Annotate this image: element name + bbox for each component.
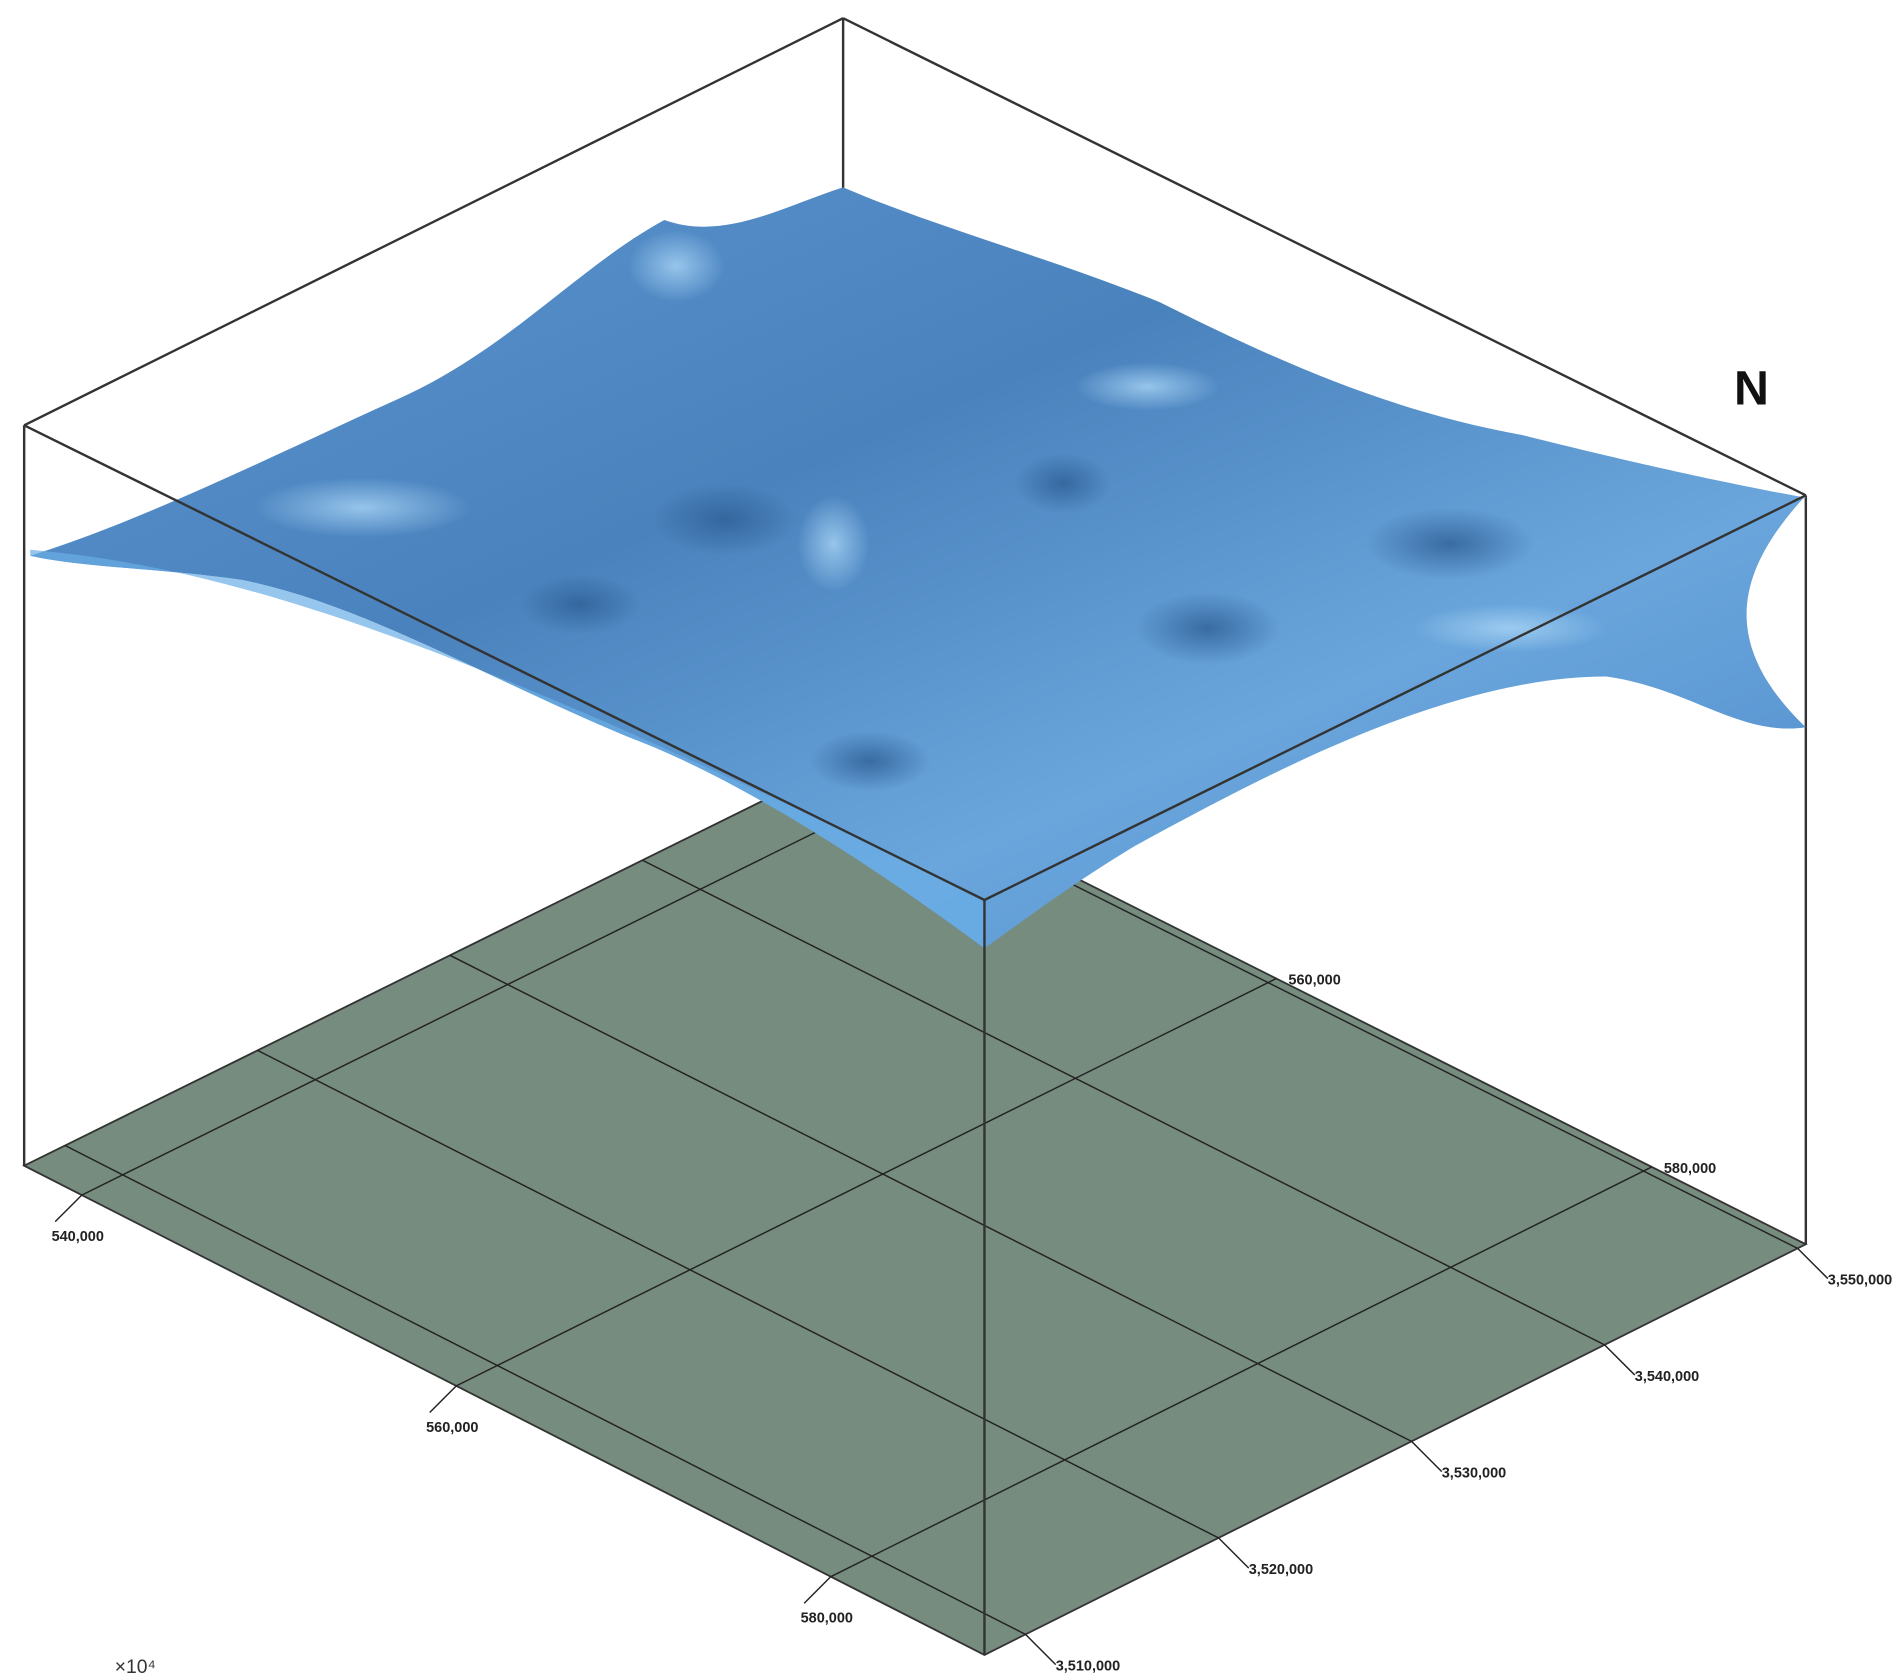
tick-mark [1218,1537,1250,1569]
north-label: N [1734,362,1769,416]
x-tick-label: 560,000 [426,1420,478,1436]
grid-line [257,1049,1219,1539]
bounding-box [22,17,1808,1245]
x-tick-label: 580,000 [801,1611,853,1627]
grid-line [449,954,1412,1443]
grid-line [642,859,1605,1346]
x-tick-label: 540,000 [52,1229,104,1245]
multiplier: ×10⁴ [115,1657,156,1678]
back-tick-label: 580,000 [1664,1161,1716,1177]
tick-mark [1604,1344,1636,1376]
grid-line [81,789,902,1196]
floor-grid [54,764,1829,1666]
tick-mark [54,1194,83,1223]
bounding-box-front [23,424,1807,1655]
surface [30,187,1806,949]
tick-mark [429,1385,457,1413]
y-tick-label: 3,540,000 [1635,1369,1699,1385]
tick-mark [1797,1247,1829,1280]
tick-mark [1025,1633,1057,1666]
y-tick-label: 3,550,000 [1828,1273,1892,1289]
tick-mark [803,1576,832,1604]
y-tick-label: 3,510,000 [1056,1659,1120,1675]
grid-line [455,977,1277,1387]
tick-mark [1411,1440,1443,1473]
y-tick-label: 3,520,000 [1249,1562,1313,1578]
grid-line [64,1144,1026,1636]
back-tick-label: 560,000 [1288,973,1340,989]
y-tick-label: 3,530,000 [1442,1466,1506,1482]
grid-line [830,1166,1653,1578]
